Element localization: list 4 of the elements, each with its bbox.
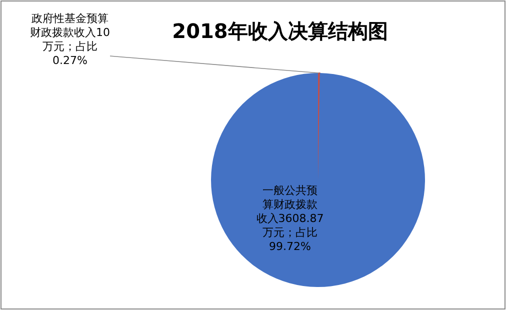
slice-label: 一般公共预算财政拨款收入3608.87万元；占比99.72% bbox=[256, 184, 324, 253]
slice-label: 政府性基金预算财政拨款收入10万元；占比0.27% bbox=[30, 12, 110, 67]
pie-slice bbox=[211, 73, 425, 287]
chart-title: 2018年收入决算结构图 bbox=[172, 19, 388, 43]
